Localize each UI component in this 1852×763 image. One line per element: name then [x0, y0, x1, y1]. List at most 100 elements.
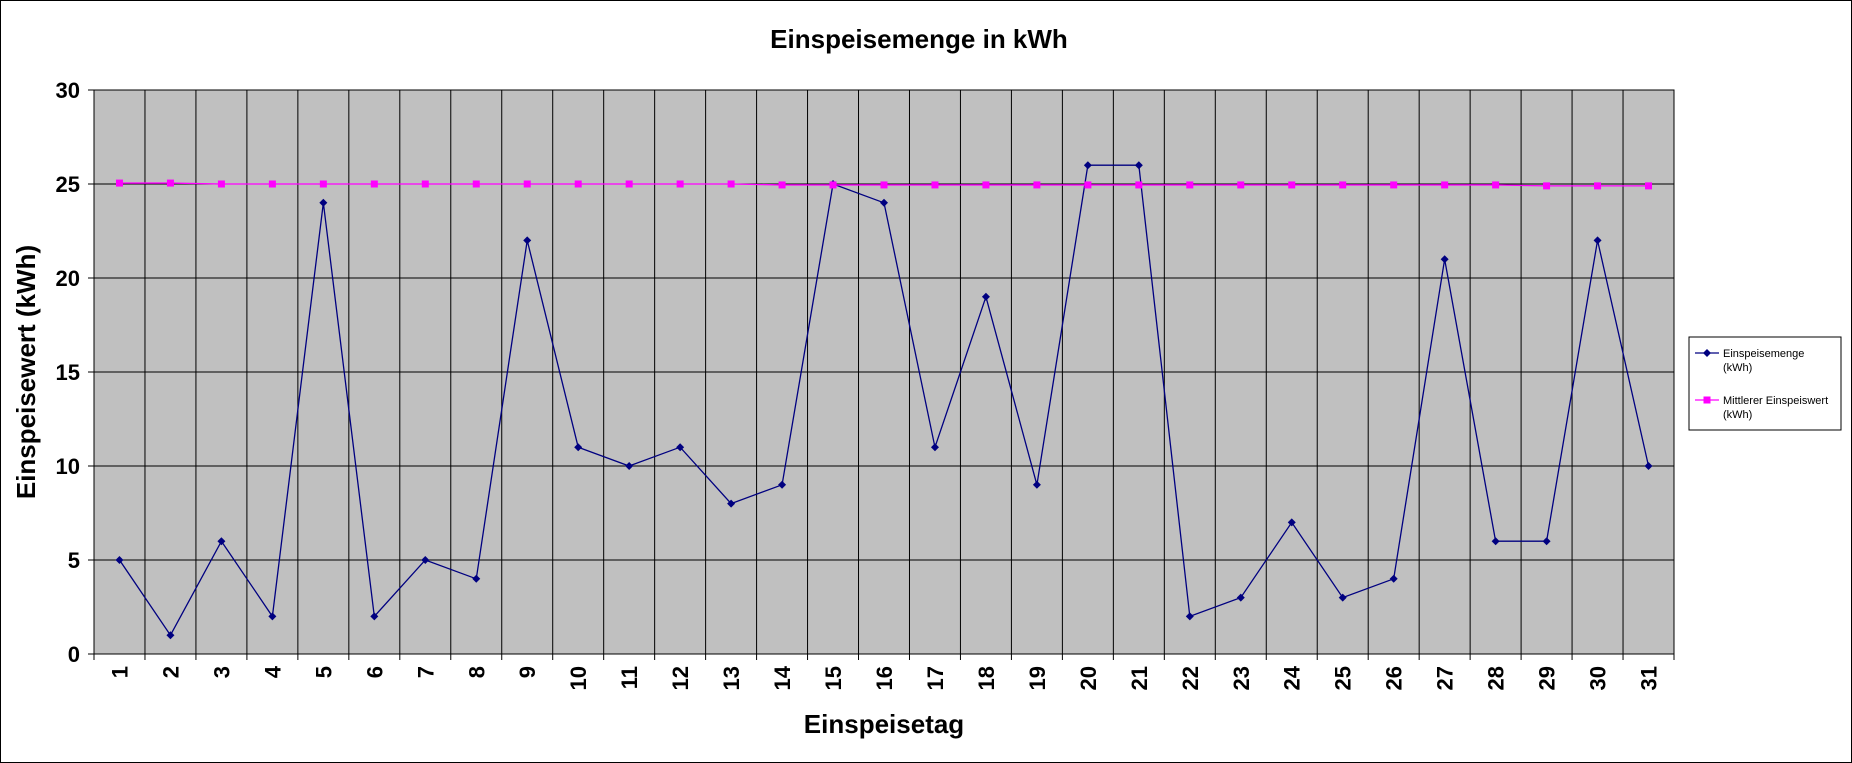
data-point: [319, 180, 327, 188]
legend-label: (kWh): [1723, 409, 1752, 421]
data-point: [421, 556, 430, 564]
data-point: [574, 180, 582, 188]
x-axis-ticks: 1 2 3 4 5 6 7 8 9 10 11 12 13 14 15 16 17 18 19 20 21 22 23 24 2…: [93, 654, 1675, 690]
x-tick-label: 24: [1280, 665, 1305, 690]
data-point: [930, 443, 939, 452]
x-tick-label: 30: [1586, 666, 1611, 690]
data-point: [1339, 181, 1347, 189]
data-point: [370, 612, 379, 621]
x-tick-label: 20: [1076, 666, 1101, 690]
data-point: [778, 480, 787, 489]
x-tick-label: 27: [1433, 666, 1458, 690]
y-tick-label: 20: [56, 266, 80, 291]
data-point: [829, 181, 837, 189]
x-tick-label: 18: [974, 666, 999, 690]
data-point: [676, 180, 684, 188]
data-point: [1084, 181, 1092, 189]
data-point: [727, 180, 735, 188]
x-tick-label: 7: [413, 666, 438, 678]
x-tick-label: 26: [1382, 666, 1407, 690]
x-tick-label: 16: [872, 666, 897, 690]
data-point: [727, 499, 736, 508]
x-tick-label: 6: [362, 666, 387, 678]
data-point: [472, 574, 481, 583]
data-point: [268, 612, 277, 621]
data-point: [217, 180, 225, 188]
x-tick-label: 31: [1637, 666, 1662, 690]
data-point: [1594, 182, 1602, 190]
x-tick-label: 13: [719, 666, 744, 690]
x-tick-label: 12: [668, 666, 693, 690]
data-point: [1492, 181, 1500, 189]
data-point: [625, 180, 633, 188]
x-tick-label: 1: [107, 666, 132, 678]
data-point: [115, 556, 124, 564]
x-tick-label: 15: [821, 666, 846, 690]
x-tick-label: 4: [260, 665, 285, 678]
y-tick-label: 10: [56, 454, 80, 479]
x-tick-label: 25: [1331, 666, 1356, 690]
y-tick-label: 15: [56, 360, 80, 385]
x-tick-label: 2: [158, 666, 183, 678]
data-point: [523, 236, 532, 245]
x-tick-label: 29: [1535, 666, 1560, 690]
legend-entry: Einspeisemenge (kWh): [1695, 348, 1804, 374]
data-point: [574, 443, 583, 452]
y-tick-label: 5: [68, 548, 80, 573]
y-axis-title: Einspeisewert (kWh): [11, 245, 41, 499]
series-2: [115, 179, 1653, 190]
data-point: [1440, 255, 1449, 264]
x-tick-label: 28: [1484, 666, 1509, 690]
data-point: [1645, 182, 1653, 190]
data-point: [931, 181, 939, 189]
x-tick-label: 8: [464, 666, 489, 678]
data-point: [523, 180, 531, 188]
x-tick-label: 14: [770, 665, 795, 690]
series-layer: [115, 161, 1653, 640]
x-tick-label: 9: [515, 666, 540, 678]
data-point: [778, 181, 786, 189]
data-point: [981, 292, 990, 301]
data-point: [268, 180, 276, 188]
x-tick-label: 22: [1178, 666, 1203, 690]
y-tick-label: 0: [68, 642, 80, 667]
y-axis-ticks: 0 5 10 15 20 25 30: [56, 78, 94, 667]
legend: Einspeisemenge(kWh) Mittlerer Einspeiswer…: [1688, 336, 1842, 431]
x-tick-label: 10: [566, 666, 591, 690]
data-point: [1543, 182, 1551, 190]
legend-label: (kWh): [1723, 362, 1752, 374]
x-tick-label: 11: [617, 666, 642, 689]
data-point: [1644, 462, 1653, 470]
data-point: [1134, 161, 1143, 170]
data-point: [625, 462, 634, 470]
legend-label: Mittlerer Einspeiswert: [1723, 395, 1828, 407]
data-point: [1032, 480, 1041, 489]
data-point: [1288, 181, 1296, 189]
data-point: [1390, 181, 1398, 189]
data-point: [880, 181, 888, 189]
data-point: [1237, 181, 1245, 189]
data-point: [1441, 181, 1449, 189]
data-point: [1236, 593, 1245, 602]
data-point: [1186, 181, 1194, 189]
data-point: [319, 198, 328, 207]
data-point: [1491, 537, 1500, 546]
chart-title: Einspeisemenge in kWh: [770, 24, 1068, 54]
data-point: [166, 631, 175, 640]
data-point: [982, 181, 990, 189]
data-point: [472, 180, 480, 188]
y-tick-label: 25: [56, 172, 80, 197]
data-point: [370, 180, 378, 188]
data-point: [880, 198, 888, 207]
legend-entry: Mittlerer Einspeiswert (kWh): [1695, 395, 1828, 421]
x-tick-label: 3: [209, 666, 234, 678]
x-tick-label: 5: [311, 666, 336, 678]
data-point: [676, 443, 685, 452]
data-point: [1593, 236, 1602, 245]
legend-marker: [1703, 349, 1711, 357]
data-point: [421, 180, 429, 188]
y-tick-label: 30: [56, 78, 80, 103]
data-point: [115, 179, 123, 187]
